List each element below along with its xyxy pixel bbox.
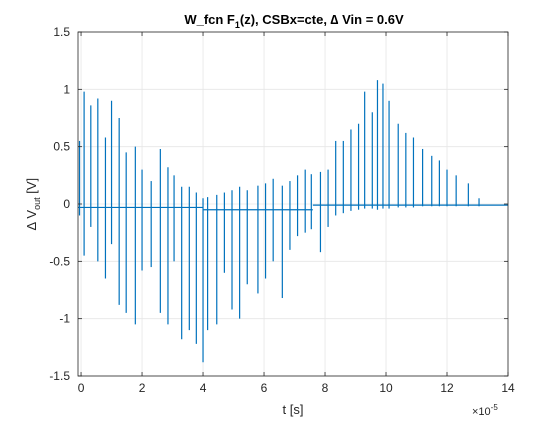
x-tick-label: 10	[379, 381, 393, 395]
y-tick-label: -1	[59, 312, 70, 326]
y-axis-ticks: -1.5 -1 -0.5 0 0.5 1 1.5	[49, 25, 508, 383]
chart-title-prefix: W_fcn F	[184, 12, 235, 27]
x-tick-label: 8	[322, 381, 329, 395]
x-tick-label: 14	[501, 381, 515, 395]
y-axis-label-prefix: ∆ V	[24, 210, 39, 231]
x-axis-exponent-power: -5	[491, 403, 499, 412]
x-axis-label: t [s]	[283, 402, 304, 417]
y-axis-label-subscript: out	[32, 197, 42, 210]
y-tick-label: 0.5	[53, 140, 70, 154]
x-axis-exponent-label: ×10-5	[472, 403, 498, 418]
x-axis-ticks: 0 2 4 6 8 10 12 14	[78, 32, 515, 395]
x-tick-label: 6	[261, 381, 268, 395]
y-axis-label: ∆ Vout [V]	[24, 178, 42, 230]
x-tick-label: 12	[440, 381, 454, 395]
y-tick-label: 1.5	[53, 25, 70, 39]
chart-title-subscript: 1	[235, 20, 240, 30]
x-tick-label: 0	[78, 381, 85, 395]
y-tick-label: 1	[63, 82, 70, 96]
chart-title-suffix: (z), CSBx=cte, ∆ Vin = 0.6V	[240, 12, 404, 27]
series-group	[78, 80, 508, 363]
plot-area: 0 2 4 6 8 10 12 14 -1.5 -1 -0.5 0 0.5 1 1.5	[49, 25, 515, 395]
x-axis-exponent-base: ×10	[472, 406, 491, 418]
y-tick-label: -1.5	[49, 369, 70, 383]
chart-title: W_fcn F1(z), CSBx=cte, ∆ Vin = 0.6V	[184, 12, 404, 30]
y-axis-label-suffix: [V]	[24, 178, 39, 198]
x-tick-label: 4	[200, 381, 207, 395]
y-tick-label: 0	[63, 197, 70, 211]
x-tick-label: 2	[139, 381, 146, 395]
y-tick-label: -0.5	[49, 254, 70, 268]
